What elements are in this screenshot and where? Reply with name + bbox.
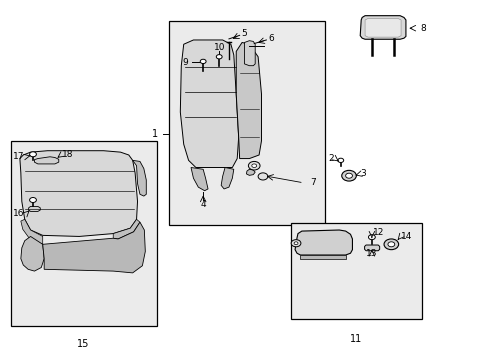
Text: 3: 3 (360, 170, 365, 179)
Polygon shape (294, 230, 352, 255)
Circle shape (337, 158, 343, 162)
Circle shape (293, 242, 297, 245)
Polygon shape (21, 219, 42, 244)
Circle shape (251, 164, 256, 167)
Polygon shape (246, 169, 255, 175)
Bar (169, 21, 324, 225)
Text: 11: 11 (349, 334, 362, 344)
Circle shape (341, 170, 356, 181)
Text: 4: 4 (200, 200, 205, 209)
Polygon shape (244, 41, 255, 66)
Text: 13: 13 (366, 249, 377, 258)
Polygon shape (180, 40, 238, 167)
Circle shape (387, 242, 394, 247)
Circle shape (258, 173, 267, 180)
Circle shape (216, 55, 222, 59)
Text: 10: 10 (213, 43, 224, 52)
Polygon shape (300, 255, 345, 258)
Circle shape (345, 173, 352, 178)
Polygon shape (21, 237, 44, 271)
Polygon shape (360, 16, 405, 39)
Text: 17: 17 (13, 152, 25, 161)
Circle shape (368, 235, 374, 240)
Text: 1: 1 (151, 129, 158, 139)
Circle shape (200, 59, 205, 64)
Circle shape (30, 198, 36, 203)
Polygon shape (236, 42, 261, 158)
Polygon shape (132, 160, 146, 196)
Polygon shape (29, 206, 40, 211)
Text: 7: 7 (309, 178, 315, 187)
Text: 5: 5 (241, 29, 247, 38)
Circle shape (383, 239, 398, 249)
Bar (11, 141, 157, 327)
Text: 16: 16 (13, 210, 25, 219)
Text: 6: 6 (268, 34, 274, 43)
Circle shape (248, 161, 260, 170)
Polygon shape (34, 157, 59, 164)
Polygon shape (42, 222, 145, 273)
Text: 12: 12 (372, 228, 383, 237)
Polygon shape (364, 245, 379, 251)
Text: 14: 14 (400, 231, 411, 240)
Polygon shape (221, 167, 233, 189)
Polygon shape (20, 151, 137, 237)
Text: 18: 18 (62, 150, 74, 159)
Text: 15: 15 (77, 339, 89, 349)
Circle shape (290, 240, 300, 247)
Polygon shape (365, 18, 400, 37)
Text: 8: 8 (420, 24, 426, 33)
Polygon shape (113, 219, 140, 239)
Text: 2: 2 (328, 154, 334, 163)
Text: 9: 9 (183, 58, 188, 67)
Polygon shape (191, 167, 207, 191)
Bar (290, 223, 421, 319)
Circle shape (30, 152, 36, 157)
